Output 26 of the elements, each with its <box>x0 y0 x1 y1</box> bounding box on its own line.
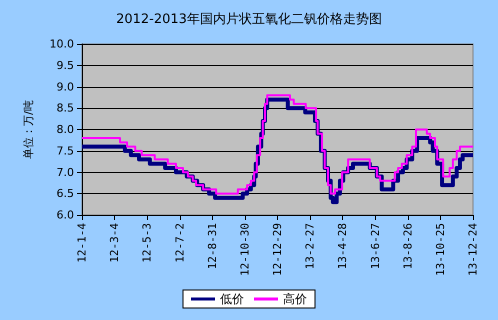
x-tick-label: 12-1-4 <box>76 222 88 263</box>
x-tick-label: 13-4-28 <box>336 223 350 270</box>
y-tick-label: 10.0 <box>50 38 74 50</box>
legend-label: 低价 <box>220 292 244 306</box>
x-tick-label: 13-10-25 <box>434 223 447 276</box>
x-tick-label: 13-6-27 <box>368 223 382 270</box>
y-tick-label: 8.5 <box>56 102 74 115</box>
y-tick-label: 6.0 <box>56 208 74 222</box>
y-tick-label: 6.5 <box>56 187 74 200</box>
x-tick-label: 13-12-24 <box>466 222 480 276</box>
y-tick-label: 7.0 <box>56 166 74 179</box>
y-tick-label: 8.0 <box>56 123 74 136</box>
chart-title: 2012-2013年国内片状五氧化二钒价格走势图 <box>116 12 382 27</box>
x-tick-label: 12-8-31 <box>206 223 219 270</box>
x-tick-label: 12-10-30 <box>238 223 252 276</box>
y-axis-title: 单位：万/吨 <box>22 100 35 159</box>
legend-label: 高价 <box>283 292 307 306</box>
x-tick-label: 12-7-2 <box>173 223 186 263</box>
x-tick-label: 12-12-29 <box>271 223 284 276</box>
x-tick-label: 12-5-3 <box>140 223 154 263</box>
y-tick-label: 9.5 <box>56 58 74 72</box>
x-tick-label: 13-2-27 <box>304 223 317 270</box>
y-tick-label: 7.5 <box>56 144 74 158</box>
x-tick-label: 12-3-4 <box>108 222 122 263</box>
x-tick-label: 13-8-26 <box>401 223 414 270</box>
y-tick-label: 9.0 <box>56 80 74 94</box>
